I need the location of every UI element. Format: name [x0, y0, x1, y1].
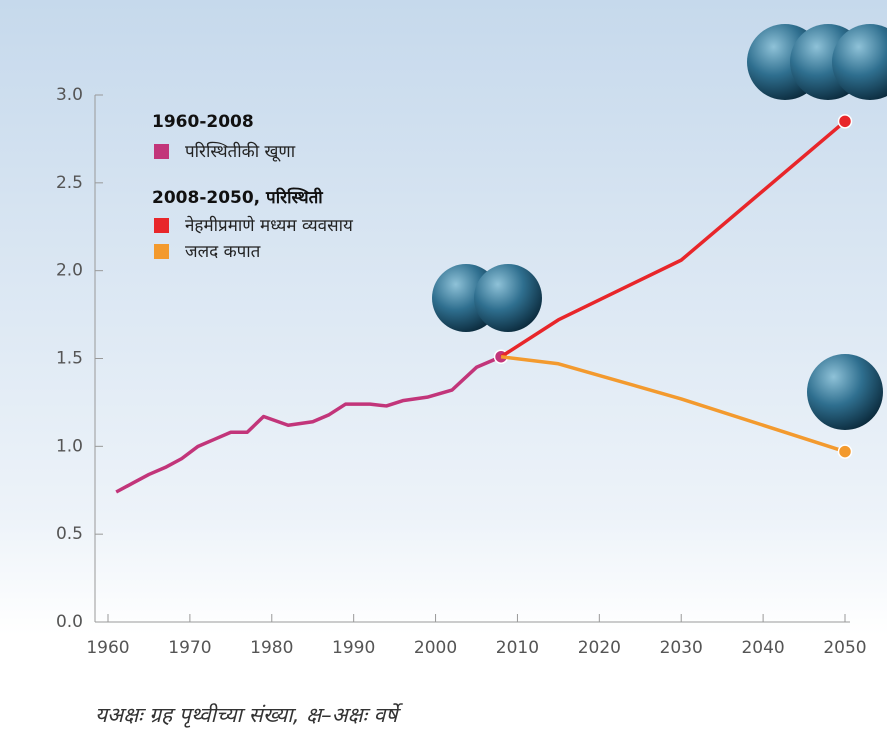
x-tick-label: 2040 [741, 638, 784, 658]
globes [432, 24, 887, 430]
x-tick-label: 1970 [168, 638, 211, 658]
y-tick-label: 1.0 [56, 436, 83, 456]
end-point [837, 444, 853, 459]
x-tick-label: 1960 [86, 638, 129, 658]
y-tick-label: 0.5 [56, 524, 83, 544]
axis-caption: यअक्षः ग्रह पृथ्वीच्या संख्या, क्ष–अक्षः… [95, 703, 403, 728]
y-tick-label: 0.0 [56, 612, 83, 632]
series-line [500, 355, 846, 454]
series-line [115, 355, 502, 494]
x-tick-label: 2010 [496, 638, 539, 658]
legend-label: जलद कपात [185, 242, 261, 262]
x-tick-label: 2020 [578, 638, 621, 658]
y-tick-label: 1.5 [56, 349, 83, 369]
legend-swatch [154, 218, 169, 233]
x-tick-label: 2050 [823, 638, 866, 658]
legend-heading: 2008-2050, परिस्थिती [152, 187, 323, 208]
legend-swatch [154, 244, 169, 259]
legend-label: परिस्थितीकी खूणा [185, 141, 296, 162]
x-tick-label: 1990 [332, 638, 375, 658]
legend-heading: 1960-2008 [152, 112, 254, 132]
y-tick-label: 2.5 [56, 173, 83, 193]
legend-label: नेहमीप्रमाणे मध्यम व्यवसाय [185, 215, 354, 236]
series-line [500, 120, 847, 359]
x-tick-label: 1980 [250, 638, 293, 658]
background [0, 0, 887, 690]
x-tick-label: 2000 [414, 638, 457, 658]
y-tick-label: 2.0 [56, 261, 83, 281]
x-tick-label: 2030 [660, 638, 703, 658]
legend-swatch [154, 144, 169, 159]
y-tick-label: 3.0 [56, 85, 83, 105]
end-point [837, 114, 853, 129]
